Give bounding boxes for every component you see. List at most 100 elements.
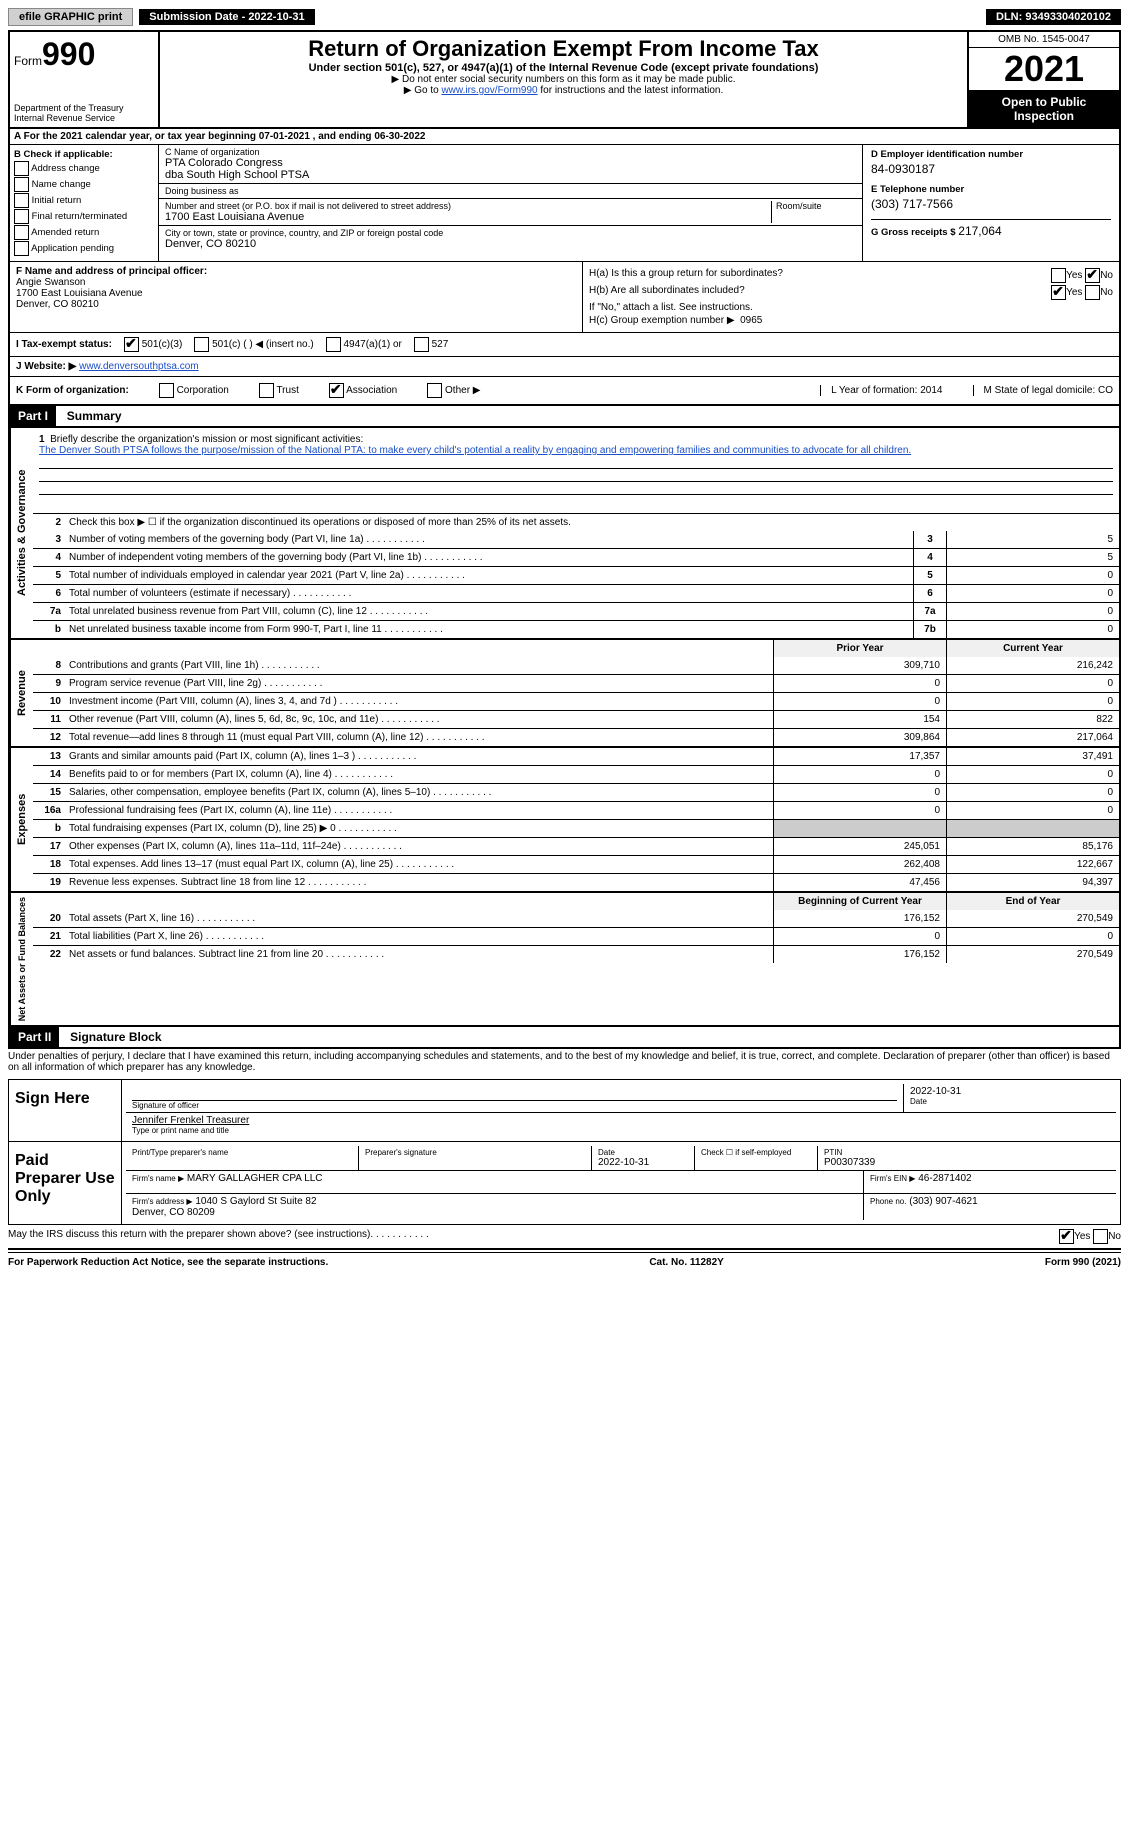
section-fgh: F Name and address of principal officer:… xyxy=(8,262,1121,333)
line-16a: 16a Professional fundraising fees (Part … xyxy=(33,801,1119,819)
end-year-header: End of Year xyxy=(946,893,1119,910)
submission-date: Submission Date - 2022-10-31 xyxy=(139,9,314,25)
check-501c[interactable] xyxy=(194,337,209,352)
phone-label: E Telephone number xyxy=(871,184,1111,195)
open-inspection: Open to Public Inspection xyxy=(969,91,1119,127)
sidelabel-expenses: Expenses xyxy=(10,748,33,891)
part1-header: Part I xyxy=(10,406,56,426)
check-final-return[interactable]: Final return/terminated xyxy=(14,209,154,224)
irs-link[interactable]: www.irs.gov/Form990 xyxy=(441,85,537,96)
line-15: 15 Salaries, other compensation, employe… xyxy=(33,783,1119,801)
officer-name-label: Type or print name and title xyxy=(132,1126,1110,1135)
ein-label: D Employer identification number xyxy=(871,149,1111,160)
line-b: b Net unrelated business taxable income … xyxy=(33,620,1119,638)
check-initial-return[interactable]: Initial return xyxy=(14,193,154,208)
officer-label: F Name and address of principal officer: xyxy=(16,266,576,277)
prep-self-employed: Check ☐ if self-employed xyxy=(695,1146,818,1170)
expenses-section: Expenses 13 Grants and similar amounts p… xyxy=(8,748,1121,893)
line-3: 3 Number of voting members of the govern… xyxy=(33,531,1119,548)
line-5: 5 Total number of individuals employed i… xyxy=(33,566,1119,584)
city-value: Denver, CO 80210 xyxy=(165,238,856,250)
gross-value: 217,064 xyxy=(958,224,1001,238)
line-22: 22 Net assets or fund balances. Subtract… xyxy=(33,945,1119,963)
prep-firm: MARY GALLAGHER CPA LLC xyxy=(187,1173,323,1184)
hb-note: If "No," attach a list. See instructions… xyxy=(589,302,1113,313)
discuss-question: May the IRS discuss this return with the… xyxy=(8,1229,370,1244)
line-19: 19 Revenue less expenses. Subtract line … xyxy=(33,873,1119,891)
penalty-text: Under penalties of perjury, I declare th… xyxy=(8,1049,1121,1075)
check-application-pending[interactable]: Application pending xyxy=(14,241,154,256)
paid-preparer-label: Paid Preparer Use Only xyxy=(9,1142,122,1224)
check-trust[interactable] xyxy=(259,383,274,398)
check-527[interactable] xyxy=(414,337,429,352)
sig-date: 2022-10-31 xyxy=(910,1086,1110,1097)
line-20: 20 Total assets (Part X, line 16) 176,15… xyxy=(33,910,1119,927)
check-name-change[interactable]: Name change xyxy=(14,177,154,192)
activities-governance-section: Activities & Governance 1 Briefly descri… xyxy=(8,428,1121,640)
dept-treasury: Department of the Treasury Internal Reve… xyxy=(14,103,154,123)
prep-phone: (303) 907-4621 xyxy=(909,1196,977,1207)
check-address-change[interactable]: Address change xyxy=(14,161,154,176)
line-14: 14 Benefits paid to or for members (Part… xyxy=(33,765,1119,783)
section-bcd: B Check if applicable: Address change Na… xyxy=(8,145,1121,262)
signature-block: Sign Here Signature of officer 2022-10-3… xyxy=(8,1079,1121,1225)
line-8: 8 Contributions and grants (Part VIII, l… xyxy=(33,657,1119,674)
org-name-label: C Name of organization xyxy=(165,147,856,157)
line-17: 17 Other expenses (Part IX, column (A), … xyxy=(33,837,1119,855)
row-klm: K Form of organization: Corporation Trus… xyxy=(8,377,1121,406)
website-link[interactable]: www.denversouthptsa.com xyxy=(79,361,199,372)
form-number: Form990 xyxy=(14,36,154,73)
prior-year-header: Prior Year xyxy=(773,640,946,657)
sign-here-label: Sign Here xyxy=(9,1080,122,1141)
street-value: 1700 East Louisiana Avenue xyxy=(165,211,771,223)
sidelabel-net-assets: Net Assets or Fund Balances xyxy=(10,893,33,1025)
line-12: 12 Total revenue—add lines 8 through 11 … xyxy=(33,728,1119,746)
part2-title: Signature Block xyxy=(62,1030,161,1044)
line-11: 11 Other revenue (Part VIII, column (A),… xyxy=(33,710,1119,728)
line-18: 18 Total expenses. Add lines 13–17 (must… xyxy=(33,855,1119,873)
officer-name: Angie Swanson xyxy=(16,277,576,288)
omb-number: OMB No. 1545-0047 xyxy=(969,32,1119,48)
form-header: Form990 Department of the Treasury Inter… xyxy=(8,30,1121,129)
revenue-section: Revenue Prior Year Current Year 8 Contri… xyxy=(8,640,1121,748)
check-other[interactable] xyxy=(427,383,442,398)
line-10: 10 Investment income (Part VIII, column … xyxy=(33,692,1119,710)
line-9: 9 Program service revenue (Part VIII, li… xyxy=(33,674,1119,692)
mission-text: The Denver South PTSA follows the purpos… xyxy=(39,445,911,456)
check-4947[interactable] xyxy=(326,337,341,352)
net-assets-section: Net Assets or Fund Balances Beginning of… xyxy=(8,893,1121,1027)
sidelabel-activities: Activities & Governance xyxy=(10,428,33,638)
officer-addr2: Denver, CO 80210 xyxy=(16,299,576,310)
discuss-yes[interactable] xyxy=(1059,1229,1074,1244)
hc-line: H(c) Group exemption number ▶ 0965 xyxy=(589,315,1113,326)
footer-mid: Cat. No. 11282Y xyxy=(649,1257,723,1268)
ha-line: H(a) Is this a group return for subordin… xyxy=(589,268,1113,283)
room-label: Room/suite xyxy=(776,201,856,211)
row-a-tax-year: A For the 2021 calendar year, or tax yea… xyxy=(8,129,1121,145)
sidelabel-revenue: Revenue xyxy=(10,640,33,746)
check-association[interactable] xyxy=(329,383,344,398)
efile-button[interactable]: efile GRAPHIC print xyxy=(8,8,133,26)
discuss-no[interactable] xyxy=(1093,1229,1108,1244)
part1-title: Summary xyxy=(59,409,122,423)
current-year-header: Current Year xyxy=(946,640,1119,657)
beginning-year-header: Beginning of Current Year xyxy=(773,893,946,910)
row-i-tax-status: I Tax-exempt status: 501(c)(3) 501(c) ( … xyxy=(8,333,1121,357)
check-corporation[interactable] xyxy=(159,383,174,398)
line-21: 21 Total liabilities (Part X, line 26) 0… xyxy=(33,927,1119,945)
footer-right: Form 990 (2021) xyxy=(1045,1257,1121,1268)
state-domicile: M State of legal domicile: CO xyxy=(973,385,1114,396)
sig-date-label: Date xyxy=(910,1097,1110,1106)
line-6: 6 Total number of volunteers (estimate i… xyxy=(33,584,1119,602)
hb-line: H(b) Are all subordinates included? Yes … xyxy=(589,285,1113,300)
officer-addr1: 1700 East Louisiana Avenue xyxy=(16,288,576,299)
prep-ptin: P00307339 xyxy=(824,1157,1110,1168)
part2-header: Part II xyxy=(10,1027,59,1047)
year-formation: L Year of formation: 2014 xyxy=(820,385,942,396)
line-b: b Total fundraising expenses (Part IX, c… xyxy=(33,819,1119,837)
form-subtitle: Under section 501(c), 527, or 4947(a)(1)… xyxy=(164,62,963,74)
mission-question: Briefly describe the organization's miss… xyxy=(50,434,363,445)
check-amended-return[interactable]: Amended return xyxy=(14,225,154,240)
check-501c3[interactable] xyxy=(124,337,139,352)
ssn-note: ▶ Do not enter social security numbers o… xyxy=(164,74,963,85)
